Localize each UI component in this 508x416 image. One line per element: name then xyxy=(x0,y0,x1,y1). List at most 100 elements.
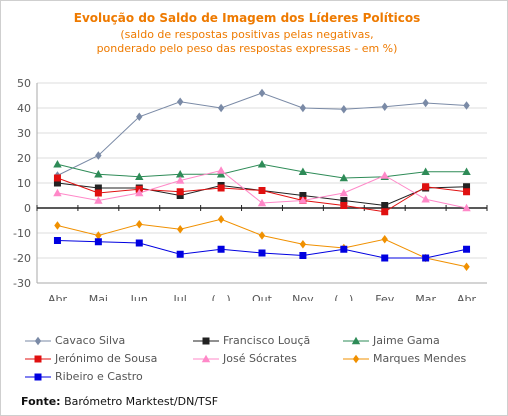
data-point xyxy=(216,166,226,174)
data-point xyxy=(53,179,61,187)
data-point xyxy=(53,174,61,182)
data-point xyxy=(135,239,143,247)
legend-swatch xyxy=(25,355,51,363)
data-point xyxy=(381,254,389,262)
data-point xyxy=(176,250,184,258)
data-point xyxy=(340,245,348,253)
y-tick-label: 30 xyxy=(17,127,31,140)
data-point xyxy=(53,160,62,168)
data-point xyxy=(95,151,102,160)
data-point xyxy=(176,188,184,196)
data-point xyxy=(299,192,307,199)
data-point xyxy=(94,184,102,192)
data-point xyxy=(339,173,349,182)
data-point xyxy=(176,192,184,199)
chart-subtitle-line: ponderado pelo peso das respostas expres… xyxy=(97,42,398,55)
y-tick-label: 0 xyxy=(24,202,31,215)
data-point xyxy=(53,188,62,197)
data-point xyxy=(340,197,348,204)
data-point xyxy=(462,167,471,175)
data-point xyxy=(463,101,470,110)
chart-title: Evolução do Saldo de Imagem dos Líderes … xyxy=(74,11,420,25)
data-point xyxy=(381,208,389,216)
source-text: Barómetro Marktest/DN/TSF xyxy=(60,395,219,408)
data-point xyxy=(94,170,103,178)
data-point xyxy=(175,170,185,178)
data-point xyxy=(299,103,307,113)
y-tick-label: 40 xyxy=(17,102,31,115)
data-point xyxy=(53,237,61,244)
source-note: Fonte: Barómetro Marktest/DN/TSF xyxy=(21,395,218,408)
data-point xyxy=(381,202,389,209)
data-point xyxy=(257,198,267,207)
data-point xyxy=(381,102,388,111)
y-tick-label: 20 xyxy=(17,152,31,165)
data-point xyxy=(257,160,267,168)
data-point xyxy=(176,97,184,106)
legend-swatch xyxy=(25,373,51,381)
data-point xyxy=(463,183,471,191)
x-tick-label: Abr xyxy=(457,293,477,301)
data-point xyxy=(422,183,430,191)
data-point xyxy=(381,235,388,244)
data-point xyxy=(340,105,348,114)
series-marques-mendes xyxy=(54,215,470,271)
data-point xyxy=(463,262,470,271)
legend-swatch-marker xyxy=(202,337,210,345)
data-point xyxy=(339,188,349,197)
legend-label: Jerónimo de Sousa xyxy=(55,352,158,365)
x-tick-label: Mai xyxy=(89,293,108,301)
legend-swatch xyxy=(193,337,219,345)
data-point xyxy=(421,195,430,203)
data-point xyxy=(421,167,430,175)
legend-swatch-marker xyxy=(351,336,361,345)
x-tick-label: Mar xyxy=(415,293,436,301)
y-tick-label: 10 xyxy=(17,177,31,190)
x-tick-label: (...) xyxy=(334,293,353,301)
data-point xyxy=(258,249,266,257)
legend-label: Cavaco Silva xyxy=(55,334,126,347)
legend-label: Francisco Louçã xyxy=(223,334,311,347)
data-point xyxy=(463,245,471,253)
legend-swatch xyxy=(343,336,369,345)
legend-swatch-marker xyxy=(201,354,211,363)
data-point xyxy=(299,240,307,249)
data-point xyxy=(422,254,430,262)
data-point xyxy=(217,184,225,192)
data-point xyxy=(135,172,144,180)
data-point xyxy=(299,252,307,259)
data-point xyxy=(175,176,185,184)
legend-swatch-marker xyxy=(352,354,360,364)
y-tick-label: -20 xyxy=(13,252,31,265)
data-point xyxy=(95,231,102,240)
source-label: Fonte: xyxy=(21,395,61,408)
data-point xyxy=(217,103,225,113)
data-point xyxy=(463,188,471,196)
data-point xyxy=(176,225,184,234)
data-point xyxy=(136,220,143,229)
series-jer-nimo-de-sousa xyxy=(53,174,471,216)
data-point xyxy=(216,170,226,178)
legend-swatch-marker xyxy=(34,355,42,363)
legend-swatch-marker xyxy=(34,373,42,381)
data-point xyxy=(258,88,266,98)
series-cavaco-silva xyxy=(54,88,470,180)
line-chart: Evolução do Saldo de Imagem dos Líderes … xyxy=(13,11,488,301)
data-point xyxy=(258,187,266,194)
x-tick-label: (...) xyxy=(212,293,231,301)
legend-swatch xyxy=(193,354,219,363)
data-point xyxy=(94,189,102,197)
data-point xyxy=(94,196,103,204)
series-ribeiro-e-castro xyxy=(53,237,471,262)
legend-label: Jaime Gama xyxy=(373,334,440,347)
data-point xyxy=(298,167,308,175)
y-tick-label: -10 xyxy=(13,227,31,240)
x-tick-label: Nov xyxy=(292,293,314,301)
data-point xyxy=(380,171,389,179)
data-point xyxy=(135,188,144,197)
legend-swatch-marker xyxy=(34,336,42,346)
data-point xyxy=(54,221,61,230)
series-line xyxy=(57,218,467,268)
series-jos-s-crates xyxy=(53,166,471,212)
